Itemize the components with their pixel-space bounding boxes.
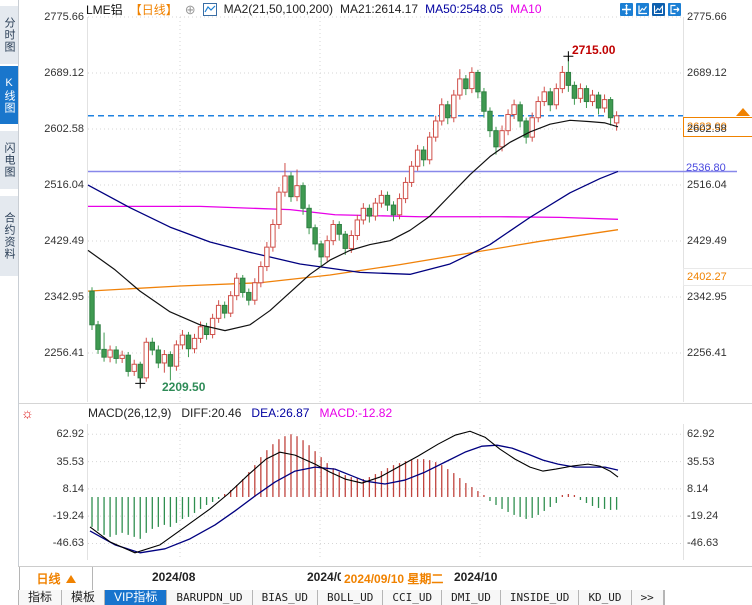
axis-tick-label: 2516.04: [44, 178, 84, 191]
low-price-annotation: 2209.50: [162, 380, 206, 394]
left-sidebar: 分时图 K线图闪电图合约资料: [0, 0, 19, 605]
xaxis-date-label: 2024/08: [152, 570, 196, 584]
tab-inside-ud[interactable]: INSIDE_UD: [501, 590, 580, 605]
axis-tick-label: 2775.66: [44, 11, 84, 23]
time-axis-bar: 日线 2024/08 2024/09 2024/09/10 星期二 2024/10: [18, 566, 752, 591]
axis-tick-label: 2689.12: [687, 66, 727, 79]
axis-tick-label: 8.14: [62, 482, 84, 495]
alert-price-label: 2402.27: [683, 267, 752, 286]
axis-tick-label: -46.63: [687, 537, 719, 550]
sidebar-item-1[interactable]: K线图: [0, 66, 18, 124]
tab-dmi-ud[interactable]: DMI_UD: [442, 590, 501, 605]
axis-tick-label: -19.24: [52, 510, 84, 523]
sidebar-item-3[interactable]: 合约资料: [0, 196, 18, 276]
add-indicator-icon[interactable]: ⊕: [184, 1, 196, 17]
macd-hist-value: MACD:-12.82: [319, 406, 393, 420]
ma100-value: MA10: [510, 2, 542, 16]
axis-tick-label: 62.92: [687, 428, 715, 441]
axis-tick-label: 2689.12: [44, 66, 84, 79]
last-price-marker: 2623.00: [683, 116, 752, 137]
macd-diff-value: DIFF:20.46: [181, 406, 242, 420]
xaxis-date-label: 2024/10: [454, 570, 498, 584]
axis-tick-label: 2602.58: [687, 122, 727, 135]
macd-title: MACD(26,12,9): [88, 406, 172, 420]
macd-header: MACD(26,12,9) DIFF:20.46 DEA:26.87 MACD:…: [88, 406, 392, 420]
chart-toolbar: [620, 3, 681, 16]
axis-tick-label: 2342.95: [687, 290, 727, 303]
axis-tick-label: 8.14: [687, 482, 709, 495]
axis-tick-label: 2516.04: [687, 178, 727, 191]
axis-tick-label: 2429.49: [44, 235, 84, 247]
ma21-value: MA21:2614.17: [340, 2, 419, 16]
tab-vip指标[interactable]: VIP指标: [105, 590, 168, 605]
sidebar-item-2[interactable]: 闪电图: [0, 131, 18, 189]
trendline-price-label: 2536.80: [686, 161, 726, 174]
period-up-icon: [65, 574, 76, 583]
macd-dea-value: DEA:26.87: [251, 406, 310, 420]
axis-tick-label: 35.53: [56, 455, 84, 468]
axis-tick-label: 2775.66: [687, 11, 727, 23]
tab--[interactable]: >>: [632, 590, 664, 605]
pan-icon[interactable]: [620, 3, 633, 16]
axis-tick-label: 2256.41: [687, 346, 727, 359]
indicator-settings-icon[interactable]: ☼: [21, 405, 34, 421]
tab-boll-ud[interactable]: BOLL_UD: [318, 590, 384, 605]
fit-chart-icon[interactable]: [636, 3, 649, 16]
axis-tick-label: 35.53: [687, 455, 715, 468]
high-price-annotation: 2715.00: [572, 43, 616, 57]
chart-header: LME铝 【日线】 ⊕ MA2(21,50,100,200) MA21:2614…: [86, 1, 606, 17]
axis-tick-label: 2602.58: [44, 122, 84, 135]
ma50-value: MA50:2548.05: [425, 2, 504, 16]
tab-kd-ud[interactable]: KD_UD: [579, 590, 632, 605]
next-page-icon[interactable]: [668, 3, 681, 16]
symbol-name: LME铝: [86, 2, 123, 17]
tab-模板[interactable]: 模板: [62, 590, 106, 605]
xaxis-date-label: 2024/09/10 星期二: [341, 570, 447, 587]
tab-指标[interactable]: 指标: [18, 590, 63, 605]
scale-chart-icon[interactable]: [652, 3, 665, 16]
axis-tick-label: 2256.41: [44, 346, 84, 359]
period-tag: 【日线】: [129, 2, 178, 17]
ma-indicator-label: MA2(21,50,100,200): [223, 2, 334, 16]
period-label: 日线: [36, 572, 61, 586]
tab-cci-ud[interactable]: CCI_UD: [383, 590, 443, 605]
sidebar-item-0[interactable]: 分时图: [0, 6, 18, 64]
axis-tick-label: -19.24: [687, 510, 719, 523]
tab-barupdn-ud[interactable]: BARUPDN_UD: [167, 590, 253, 605]
tabbar-filler: [663, 590, 752, 605]
tab-bias-ud[interactable]: BIAS_UD: [253, 590, 318, 605]
mini-chart-icon[interactable]: [202, 2, 217, 16]
axis-tick-label: 62.92: [56, 428, 84, 441]
indicator-tab-bar: 指标 模板 VIP指标 BARUPDN_UD BIAS_UD BOLL_UD CCI_UD D…: [18, 590, 752, 605]
axis-tick-label: -46.63: [52, 537, 84, 550]
axis-tick-label: 2429.49: [687, 235, 727, 247]
price-up-arrow-icon: [736, 107, 750, 116]
xaxis-date-label: 2024/09: [307, 570, 351, 584]
period-selector[interactable]: 日线: [19, 567, 93, 590]
axis-tick-label: 2342.95: [44, 290, 84, 303]
